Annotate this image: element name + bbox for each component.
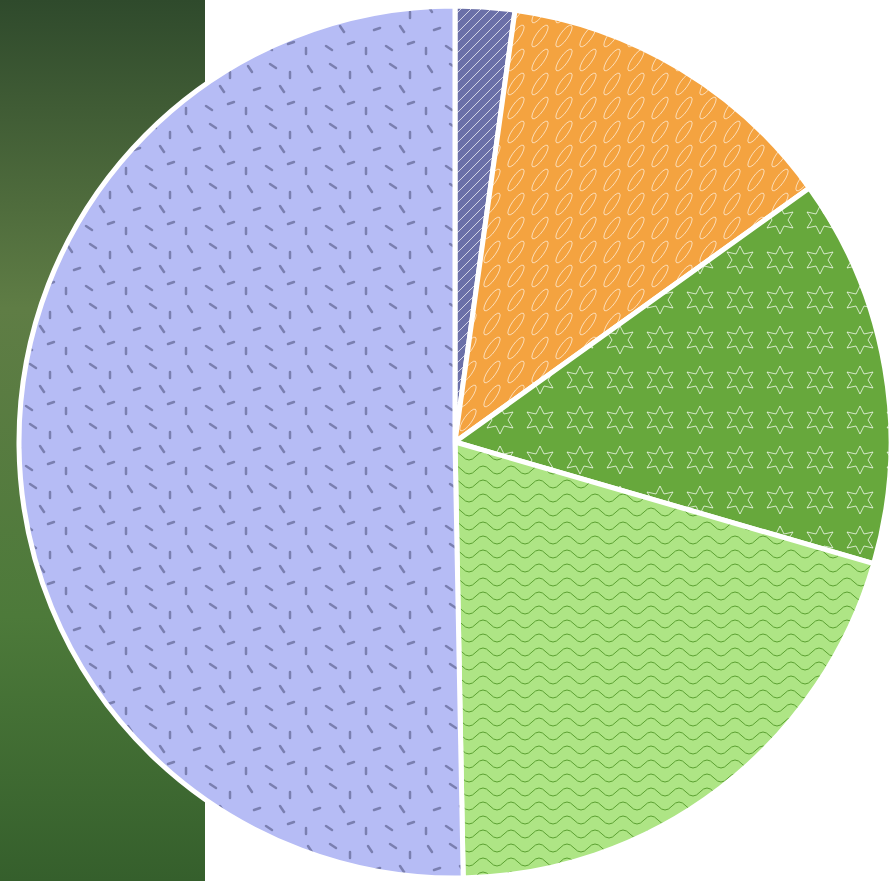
pie [19, 6, 889, 878]
pie-slice [19, 6, 463, 878]
chart [0, 0, 889, 881]
pie-slice [455, 442, 874, 878]
